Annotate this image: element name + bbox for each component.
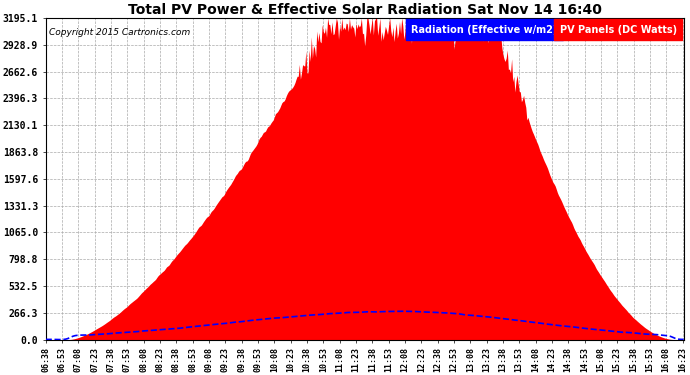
Legend: Radiation (Effective w/m2), PV Panels (DC Watts): Radiation (Effective w/m2), PV Panels (D… (409, 23, 679, 37)
Title: Total PV Power & Effective Solar Radiation Sat Nov 14 16:40: Total PV Power & Effective Solar Radiati… (128, 3, 602, 17)
Text: Copyright 2015 Cartronics.com: Copyright 2015 Cartronics.com (49, 28, 190, 37)
